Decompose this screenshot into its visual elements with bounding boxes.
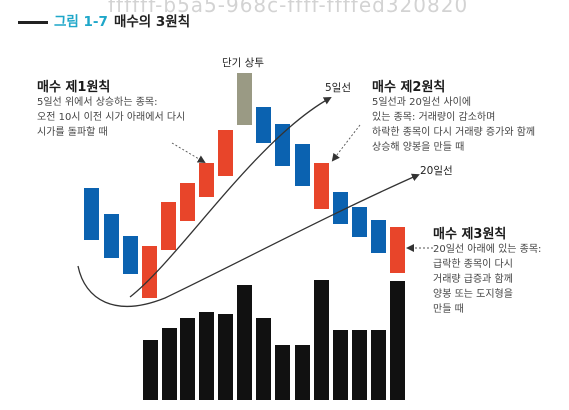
candle-up-8 [218,130,233,176]
ma5-line [129,97,332,298]
candle-up-7 [199,163,214,197]
volume-bar-7 [256,318,271,400]
volume-bar-8 [275,345,290,400]
ma20-line [77,173,420,307]
rule3-callout: 매수 제3원칙 20일선 아래에 있는 종목: 급락한 종목이 다시 거래량 급… [433,223,541,317]
rule2-desc: 5일선과 20일선 사이에 있는 종목: 거래량이 감소하며 하락한 종목이 다… [372,97,536,153]
candle-up-4 [142,246,157,298]
candle-up-17 [390,227,405,273]
rule1-pointer [171,142,206,164]
rule3-desc: 20일선 아래에 있는 종목: 급락한 종목이 다시 거래량 급증과 함께 양봉… [433,244,542,315]
rule2-title: 매수 제2원칙 [372,80,446,95]
header-rule [18,21,48,24]
watermark: ffffff-b5a5-968c-ffff-ffffed320820 [108,0,469,17]
volume-bar-14 [390,281,405,400]
figure-header: 그림 1-7 매수의 3원칙 [54,10,190,30]
candle-down-10 [256,107,271,143]
rule3-title: 매수 제3원칙 [433,227,507,242]
candle-down-1 [84,188,99,240]
candle-up-6 [180,183,195,221]
volume-bar-4 [199,312,214,400]
rule2-pointer [331,124,361,162]
figure-title: 매수의 3원칙 [113,14,191,30]
volume-bar-5 [218,314,233,400]
rule2-callout: 매수 제2원칙 5일선과 20일선 사이에 있는 종목: 거래량이 감소하며 하… [372,76,535,155]
volume-bar-2 [162,328,177,400]
ma5-label: 5일선 [325,82,352,94]
volume-bar-13 [371,330,386,400]
candle-down-3 [123,236,138,274]
rule1-title: 매수 제1원칙 [37,80,111,95]
volume-bars [143,280,405,400]
figure-number: 그림 1-7 [54,14,108,30]
ma20-label: 20일선 [420,165,453,177]
candle-down-16 [371,220,386,253]
candle-up-5 [161,202,176,250]
candle-down-2 [104,214,119,258]
candle-down-15 [352,207,367,237]
volume-bar-1 [143,340,158,400]
volume-bar-6 [237,285,252,400]
volume-bar-3 [180,318,195,400]
volume-bar-11 [333,330,348,400]
candle-up-13 [314,163,329,209]
candles [84,73,405,298]
volume-bar-10 [314,280,329,400]
rule1-callout: 매수 제1원칙 5일선 위에서 상승하는 종목: 오전 10시 이전 시가 아래… [37,76,185,140]
candle-down-12 [295,144,310,186]
rule1-desc: 5일선 위에서 상승하는 종목: 오전 10시 이전 시가 아래에서 다시 시가… [37,97,186,138]
volume-bar-9 [295,345,310,400]
candle-top-9 [237,73,252,125]
short-top-label: 단기 상투 [222,57,264,69]
volume-bar-12 [352,330,367,400]
candle-down-14 [333,192,348,224]
candle-down-11 [275,124,290,166]
